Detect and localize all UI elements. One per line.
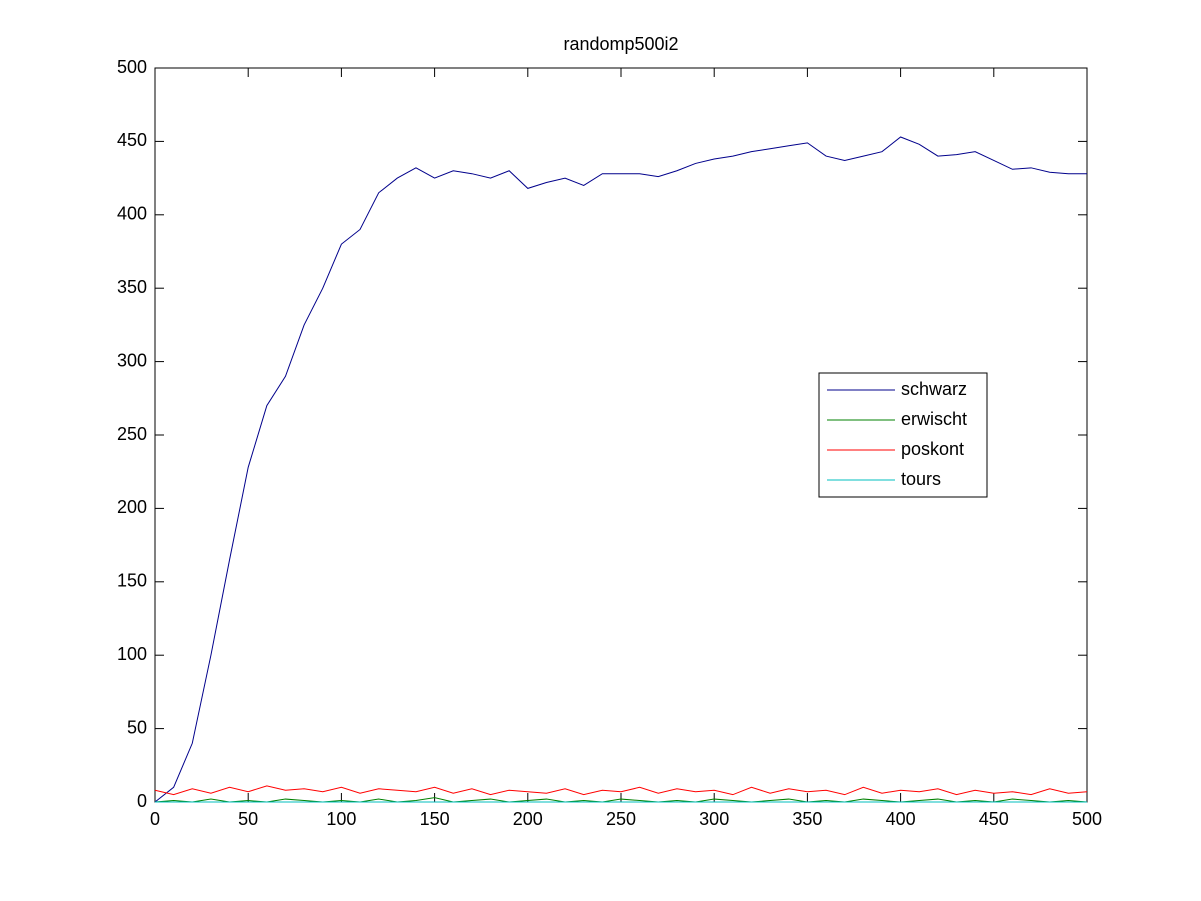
x-tick-label: 450 xyxy=(979,809,1009,829)
y-tick-label: 250 xyxy=(117,424,147,444)
legend-label: erwischt xyxy=(901,409,967,429)
x-tick-label: 350 xyxy=(792,809,822,829)
y-tick-label: 0 xyxy=(137,791,147,811)
line-series xyxy=(154,785,1088,796)
legend-label: poskont xyxy=(901,439,964,459)
legend-label: schwarz xyxy=(901,379,967,399)
x-tick-label: 150 xyxy=(420,809,450,829)
line-series xyxy=(154,136,1087,803)
x-tick-label: 300 xyxy=(699,809,729,829)
y-tick-label: 150 xyxy=(117,571,147,591)
legend-box xyxy=(818,372,988,498)
y-tick-label: 300 xyxy=(117,350,147,370)
y-tick-label: 100 xyxy=(117,644,147,664)
x-tick-label: 50 xyxy=(238,809,258,829)
x-tick-label: 200 xyxy=(513,809,543,829)
y-tick-label: 350 xyxy=(117,277,147,297)
x-tick-label: 0 xyxy=(150,809,160,829)
x-tick-label: 250 xyxy=(606,809,636,829)
chart-title: randomp500i2 xyxy=(563,34,678,54)
y-tick-label: 50 xyxy=(127,717,147,737)
legend-label: tours xyxy=(901,469,941,489)
y-tick-label: 500 xyxy=(117,57,147,77)
x-tick-label: 500 xyxy=(1072,809,1102,829)
x-tick-label: 400 xyxy=(886,809,916,829)
x-tick-label: 100 xyxy=(326,809,356,829)
y-tick-label: 450 xyxy=(117,130,147,150)
line-series xyxy=(154,797,1088,803)
y-tick-label: 400 xyxy=(117,204,147,224)
y-tick-label: 200 xyxy=(117,497,147,517)
